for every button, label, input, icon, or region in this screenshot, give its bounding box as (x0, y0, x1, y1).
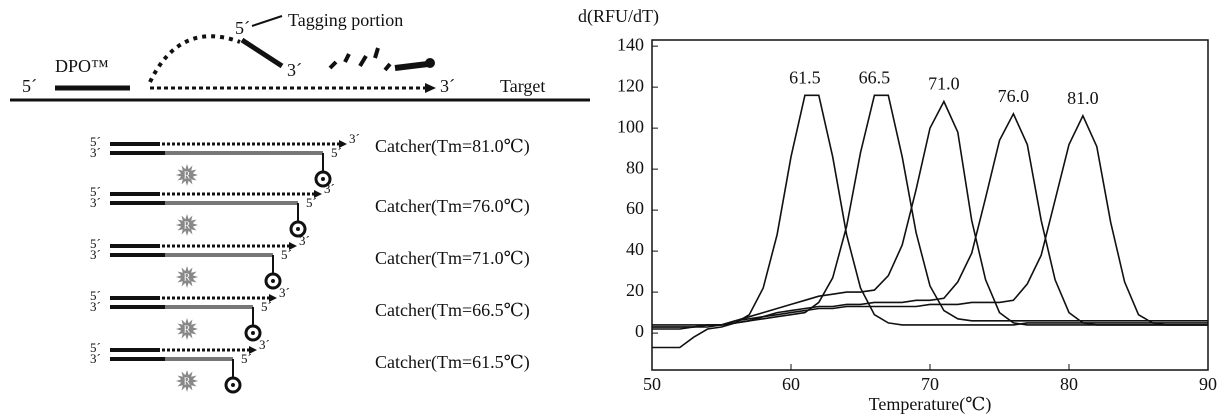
y-tick-label: 140 (617, 34, 644, 54)
reporter-label: R (184, 170, 191, 181)
y-tick-label: 80 (626, 157, 644, 177)
prime-label: 3´ (440, 76, 455, 96)
y-tick-label: 100 (617, 116, 644, 136)
prime-label: 5´ (235, 18, 250, 38)
arrow-head (289, 242, 297, 250)
prime-label: 3´ (299, 233, 310, 248)
reporter-label: R (184, 272, 191, 283)
prime-label: 3´ (287, 60, 302, 80)
dpo-label: DPO™ (55, 56, 109, 76)
reporter-label: R (184, 324, 191, 335)
reporter-label: R (184, 220, 191, 231)
quencher-fragment (394, 61, 429, 71)
x-tick-label: 70 (921, 374, 939, 394)
prime-label: 3´ (259, 337, 270, 352)
prime-label: 3´ (279, 285, 290, 300)
reporter-label: R (184, 376, 191, 387)
quencher-core (296, 227, 300, 231)
peak-label: 76.0 (998, 86, 1030, 106)
y-tick-label: 40 (626, 239, 644, 259)
cleavage-arc (148, 34, 241, 83)
prime-label: 5´ (90, 134, 101, 149)
prime-label: 3´ (90, 195, 101, 210)
melt-curve (652, 111, 1208, 326)
prime-label: 3´ (324, 181, 335, 196)
reporter-star (176, 318, 198, 340)
tagging-label: Tagging portion (288, 10, 403, 30)
quencher-core (271, 279, 275, 283)
tagging-fragment (240, 37, 284, 69)
arrow-head (339, 140, 347, 148)
peak-label: 81.0 (1067, 88, 1099, 108)
quencher-dot (425, 58, 435, 68)
arrow-head (425, 83, 436, 93)
x-tick-label: 50 (643, 374, 661, 394)
peak-label: 71.0 (928, 74, 960, 94)
prime-label: 5´ (281, 247, 292, 262)
prime-label: 5´ (261, 299, 272, 314)
reporter-star (176, 214, 198, 236)
catcher-label: Catcher(Tm=71.0℃) (375, 248, 530, 269)
arrow-head (249, 346, 257, 354)
target-label: Target (500, 76, 545, 96)
y-tick-label: 60 (626, 198, 644, 218)
x-tick-label: 90 (1199, 374, 1217, 394)
prime-label: 3´ (90, 351, 101, 366)
fragments (328, 47, 392, 72)
catcher-label: Catcher(Tm=76.0℃) (375, 196, 530, 217)
reporter-star (176, 266, 198, 288)
x-axis-title: Temperature(℃) (869, 394, 992, 415)
prime-label: 5´ (90, 340, 101, 355)
quencher-core (321, 177, 325, 181)
y-axis-title: d(RFU/dT) (578, 6, 659, 27)
prime-label: 3´ (90, 247, 101, 262)
prime-label: 3´ (90, 299, 101, 314)
chart: 0 20 40 60 80 100 120 140 50 60 70 80 90 d(RFU/dT) Tem… (578, 6, 1217, 415)
x-tick-label: 60 (782, 374, 800, 394)
peak-label: 66.5 (859, 67, 891, 87)
peak-label: 61.5 (789, 67, 821, 87)
prime-label: 5´ (90, 184, 101, 199)
diagram: 5´ DPO™ 5´ Tagging portion 3´ 3´ Target … (10, 10, 590, 394)
catcher-label: Catcher(Tm=66.5℃) (375, 300, 530, 321)
prime-label: 3´ (90, 145, 101, 160)
melt-curve (652, 99, 1208, 330)
prime-label: 5´ (241, 351, 252, 366)
quencher-core (231, 383, 235, 387)
y-tick-label: 0 (635, 321, 644, 341)
catcher-label: Catcher(Tm=81.0℃) (375, 136, 530, 157)
prime-label: 5´ (90, 288, 101, 303)
y-tick-label: 120 (617, 75, 644, 95)
melt-curve (652, 94, 1208, 349)
prime-label: 5´ (331, 145, 342, 160)
arrow-head (314, 190, 322, 198)
arrow-head (269, 294, 277, 302)
melt-curve (652, 113, 1208, 328)
x-tick-label: 80 (1060, 374, 1078, 394)
prime-label: 5´ (90, 236, 101, 251)
y-tick-label: 20 (626, 280, 644, 300)
pointer (251, 15, 283, 27)
prime-label: 3´ (349, 131, 360, 146)
reporter-star (176, 370, 198, 392)
catcher-label: Catcher(Tm=61.5℃) (375, 352, 530, 373)
reporter-star (176, 164, 198, 186)
quencher-core (251, 331, 255, 335)
prime-label: 5´ (306, 195, 317, 210)
prime-label: 5´ (22, 76, 37, 96)
